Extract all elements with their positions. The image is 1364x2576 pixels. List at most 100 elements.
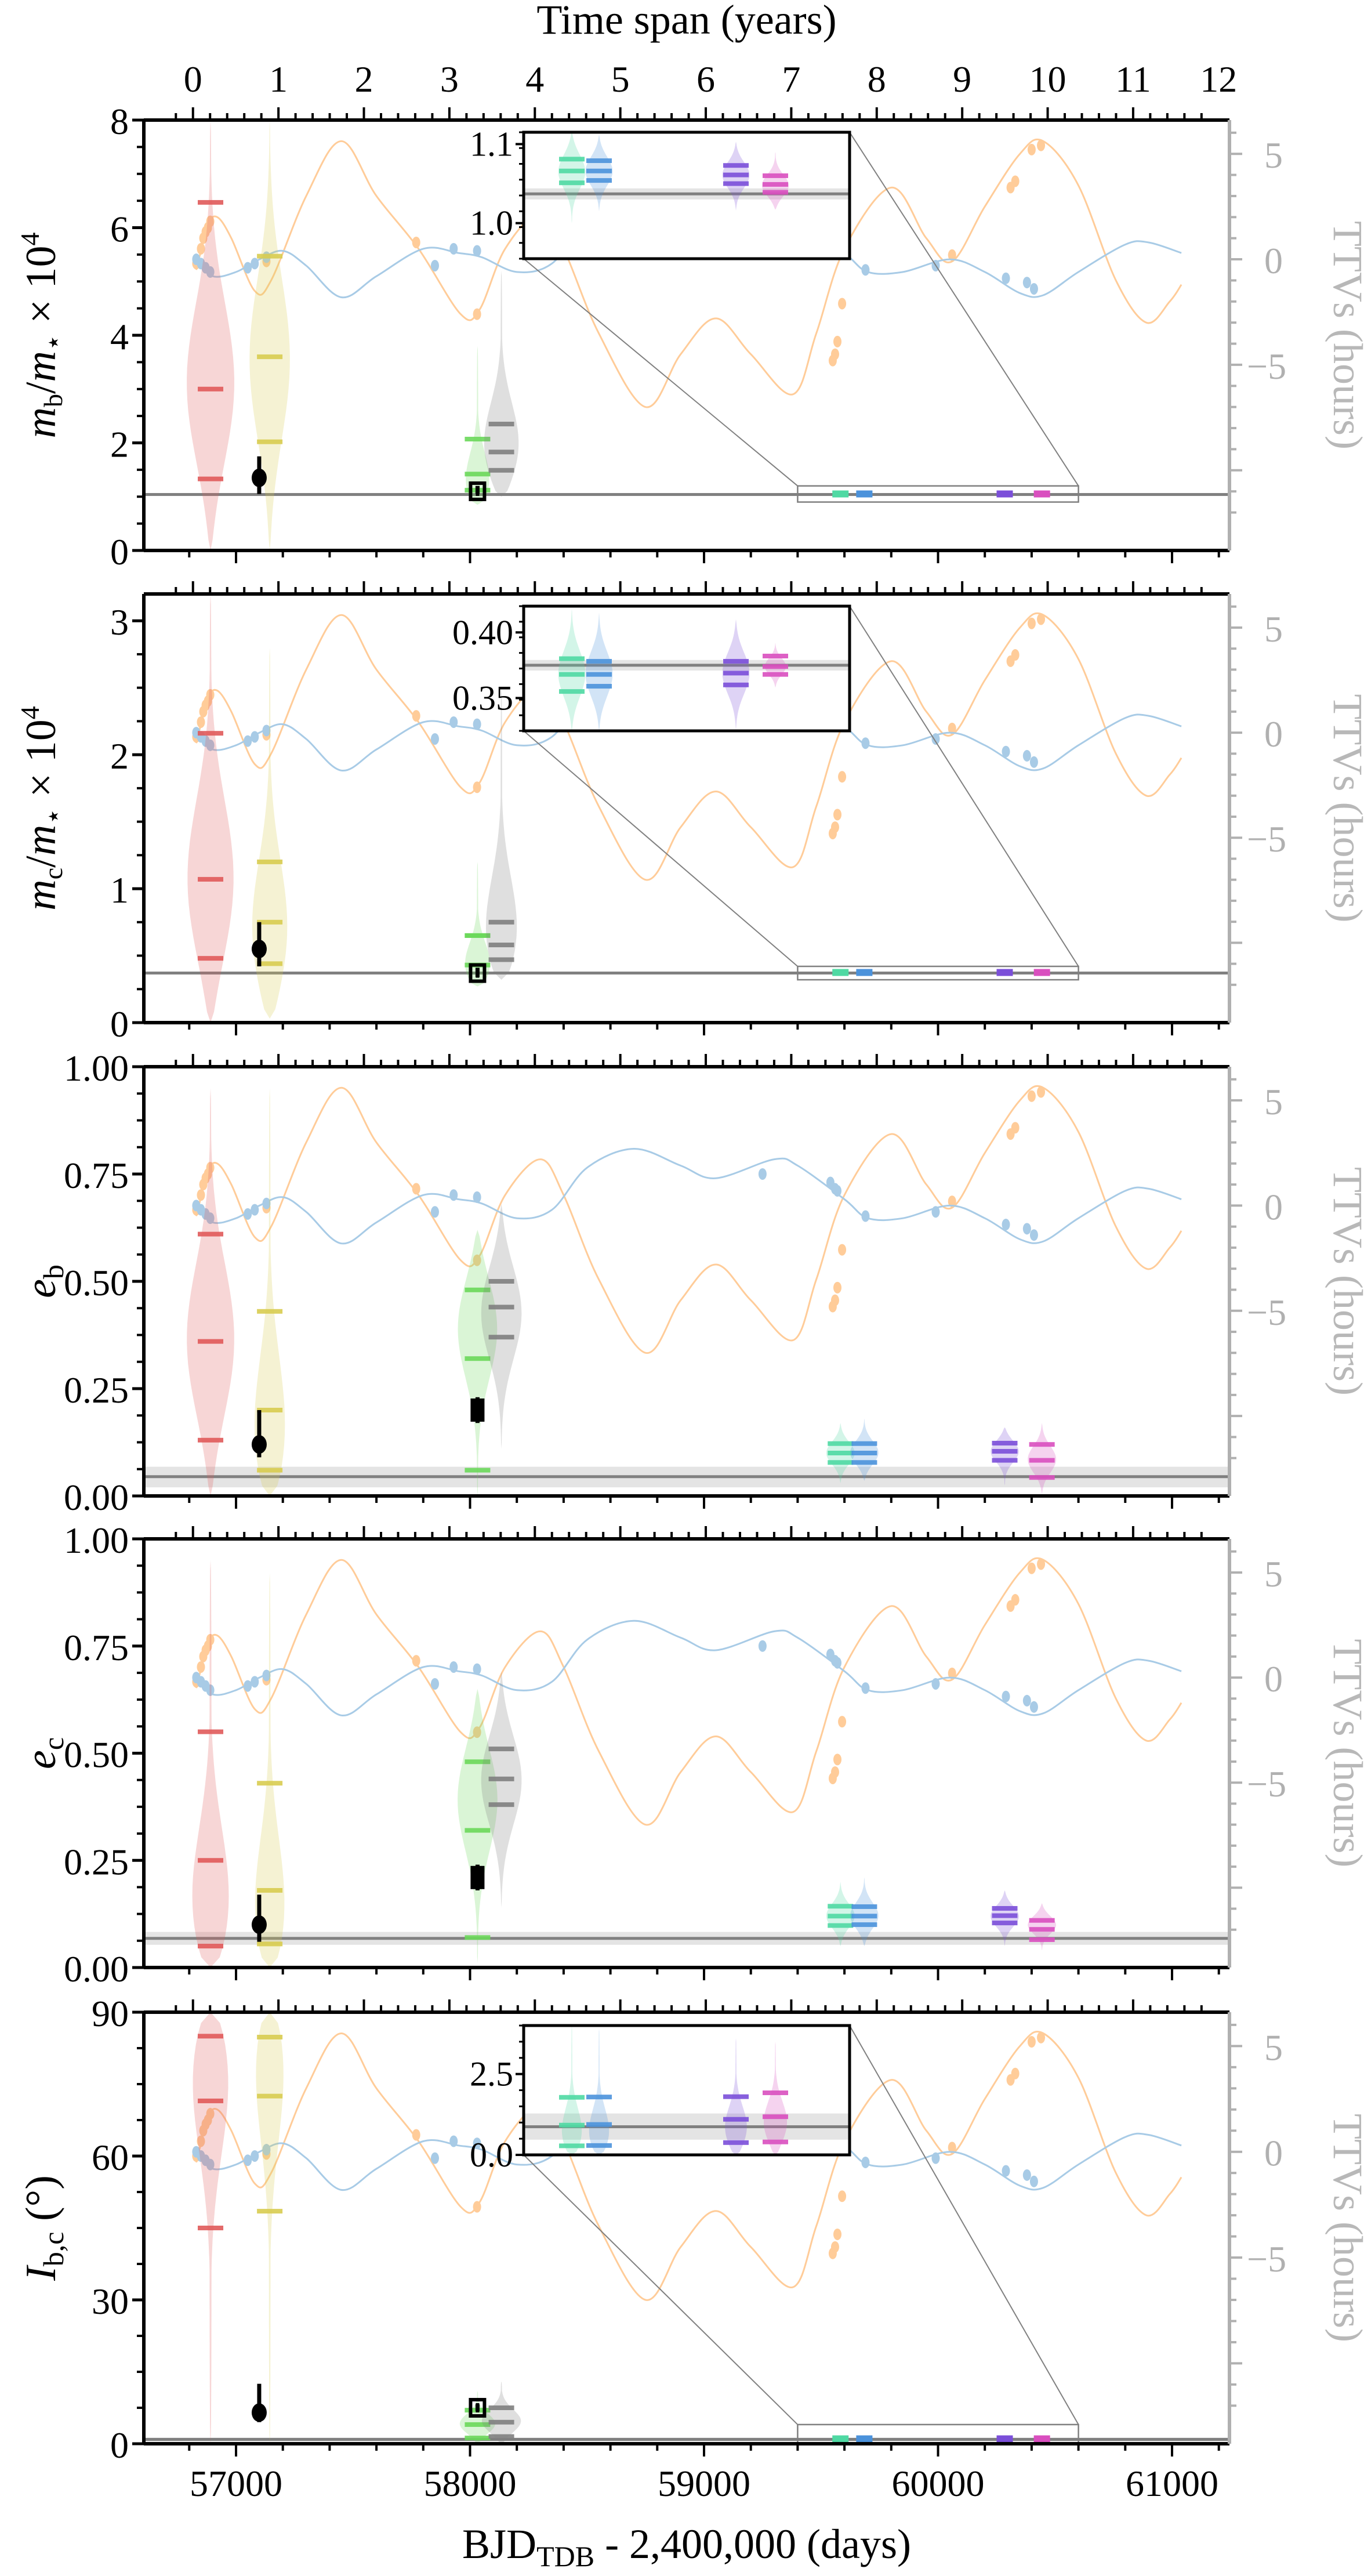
violin-yellow-quantile-2: [257, 1309, 283, 1314]
right-tick-label: −5: [1247, 1292, 1286, 1333]
ylabel-part: m: [17, 825, 65, 856]
inset-violin-teal-quantile-0: [559, 180, 585, 186]
inset-violin-purple-quantile-2: [723, 2094, 749, 2099]
violin-teal-quantile-0: [828, 1460, 854, 1465]
inset-violin-blue-quantile-2: [586, 659, 612, 664]
planet-b-ttv-point: [206, 215, 215, 227]
violin-gray: [481, 1204, 522, 1449]
planet-c-ttv-point: [1029, 1701, 1038, 1713]
top-tick-label-8: 8: [868, 59, 886, 100]
left-tick-label: 3: [110, 602, 129, 643]
planet-b-ttv-curve: [195, 1557, 1182, 1826]
planet-b-ttv-point: [830, 1294, 839, 1306]
planet-b-ttv-point: [838, 2190, 847, 2202]
right-axis-title: TTVs (hours): [1325, 2114, 1364, 2342]
planet-b-ttv-curve: [195, 138, 1182, 408]
inset-tick-label: 0.0: [470, 2136, 513, 2174]
planet-c-ttv-point: [1022, 277, 1031, 289]
planet-b-ttv-point: [412, 1183, 420, 1195]
planet-c-ttv-point: [931, 2152, 940, 2164]
violin-green: [458, 1689, 498, 1963]
top-tick-label-9: 9: [953, 59, 971, 100]
violin-red-quantile-0: [198, 2226, 224, 2230]
inset-violin-blue-quantile-1: [586, 168, 612, 173]
bottom-axis-title-sub: TDB: [536, 2540, 594, 2573]
ylabel-part: ⋆: [38, 808, 68, 825]
violin-gray: [481, 1672, 522, 1908]
violin-red-quantile-0: [198, 1944, 224, 1949]
right-tick-label: 5: [1264, 2027, 1283, 2068]
planet-b-ttv-curve: [195, 2030, 1182, 2301]
inset-violin-teal-quantile-0: [559, 689, 585, 694]
violin-yellow-quantile-1: [257, 1887, 283, 1893]
planet-c-ttv-point: [262, 724, 271, 737]
planet-c-ttv-point: [430, 1206, 439, 1218]
violin-blue-quantile-2: [851, 1441, 877, 1446]
planet-b-ttv-point: [1037, 613, 1046, 625]
inset-axes: 0.35 0.40: [452, 604, 851, 733]
marker-square-core: [476, 2403, 480, 2412]
planet-c-ttv-point: [430, 259, 439, 271]
top-tick-label-3: 3: [440, 59, 459, 100]
planet-c-ttv-point: [1029, 756, 1038, 768]
ylabel-part: × 10: [17, 246, 65, 335]
planet-c-ttv-point: [1029, 282, 1038, 295]
planet-c-ttv-point: [861, 737, 870, 749]
zoom-region-marker-teal: [832, 490, 849, 498]
violin-yellow-quantile-0: [257, 1468, 283, 1473]
inset-tick-label: 1.1: [470, 125, 513, 163]
violin-green-quantile-0: [465, 2436, 491, 2441]
violin-green: [465, 861, 490, 987]
zoom-region-marker-blue: [856, 969, 873, 976]
violin-yellow-quantile-0: [257, 1941, 283, 1947]
violin-gray-quantile-0: [488, 2434, 514, 2439]
planet-b-ttv-point: [833, 335, 841, 347]
planet-c-ttv-point: [244, 262, 252, 274]
violin-red-quantile-1: [198, 386, 224, 392]
inset-violin-pink-quantile-1: [763, 2114, 788, 2120]
planet-c-ttv-point: [449, 716, 458, 728]
top-tick-label-4: 4: [525, 59, 544, 100]
inset-violin-blue-quantile-1: [586, 672, 612, 677]
planet-b-ttv-point: [1027, 617, 1036, 629]
violin-green-quantile-0: [465, 1468, 491, 1473]
planet-c-ttv-point: [473, 718, 481, 730]
violin-green-quantile-2: [465, 933, 491, 938]
ylabel-part: (°): [17, 2175, 65, 2231]
left-tick-label: 0.75: [64, 1627, 129, 1668]
zoom-region-marker-blue: [856, 490, 873, 498]
marker-circle: [251, 939, 267, 958]
right-tick-label: 5: [1264, 1081, 1283, 1122]
top-tick-label-1: 1: [269, 59, 288, 100]
planet-c-ttv-point: [430, 733, 439, 745]
inset-violin-pink-quantile-1: [763, 664, 788, 669]
violin-teal-quantile-0: [828, 1923, 854, 1928]
planet-c-ttv-point: [251, 2150, 259, 2162]
ylabel-part: 4: [15, 233, 45, 246]
inset-violin-purple-quantile-1: [723, 671, 749, 676]
left-tick-label: 0.00: [64, 1948, 129, 1990]
inset-violin-pink: [761, 152, 789, 210]
violin-yellow: [254, 1088, 285, 1496]
zoom-region-marker-blue: [856, 2435, 873, 2443]
violin-yellow-quantile-1: [257, 354, 283, 360]
inset-axes: 0.0 2.5: [470, 2024, 851, 2174]
top-tick-label-12: 12: [1200, 59, 1237, 100]
violin-blue: [850, 1877, 879, 1947]
zoom-connector: [523, 730, 799, 967]
left-axis-title: Ib,c (°): [17, 2175, 70, 2281]
planet-b-ttv-point: [197, 716, 205, 728]
zoom-connector: [849, 2025, 1079, 2425]
top-tick-label-2: 2: [355, 59, 373, 100]
violin-red-quantile-2: [198, 1231, 224, 1237]
planet-c-ttv-point: [1002, 2165, 1010, 2177]
violin-purple-quantile-1: [992, 1913, 1018, 1918]
violin-yellow: [256, 2012, 284, 2444]
violin-pink-quantile-0: [1029, 1475, 1055, 1480]
planet-b-ttv-point: [948, 1667, 956, 1679]
planet-b-ttv-point: [197, 1661, 205, 1673]
inset-violin-teal-quantile-0: [559, 2143, 585, 2149]
violin-gray-quantile-1: [488, 450, 514, 455]
